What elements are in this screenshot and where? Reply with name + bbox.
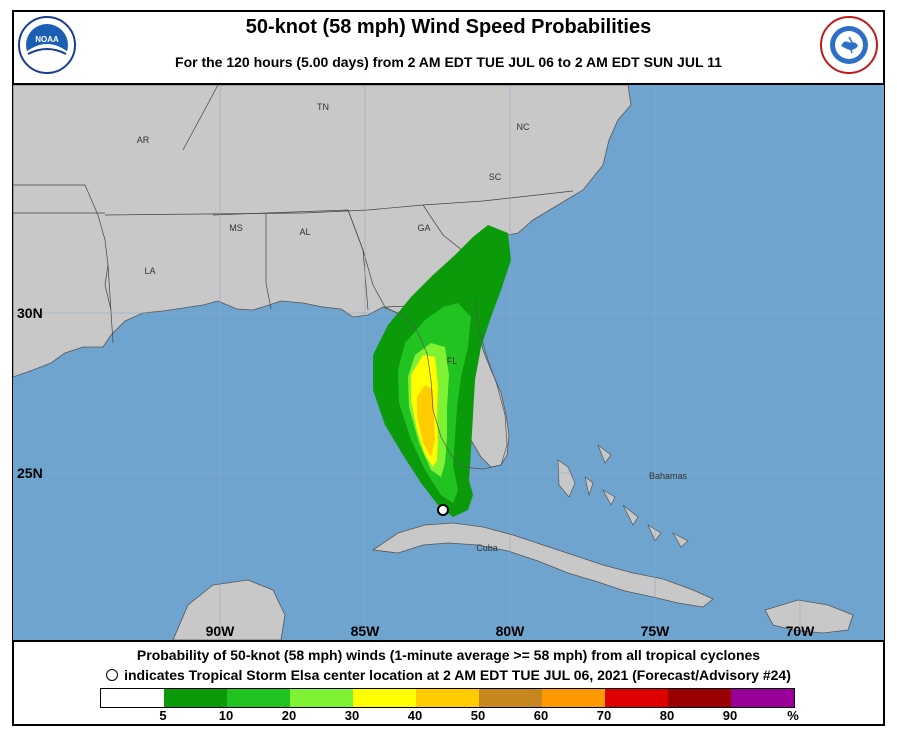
color-legend	[100, 688, 795, 708]
caption-line-2-text: indicates Tropical Storm Elsa center loc…	[124, 667, 791, 683]
state-label-tn: TN	[317, 102, 329, 112]
state-label-ms: MS	[229, 223, 243, 233]
lon-label-70w: 70W	[786, 623, 816, 639]
hispaniola	[764, 599, 854, 634]
graticule-labels: 30N 25N 90W 85W 80W 75W 70W	[17, 305, 815, 639]
noaa-logo: NOAA	[18, 16, 76, 74]
region-label-bahamas: Bahamas	[649, 471, 688, 481]
legend-tick-label: 20	[281, 708, 297, 723]
lon-label-80w: 80W	[496, 623, 526, 639]
legend-swatch	[227, 689, 290, 707]
legend-tick-label: 40	[407, 708, 423, 723]
legend-tick-label: 90	[722, 708, 738, 723]
legend-tick-label: 30	[344, 708, 360, 723]
yucatan	[172, 579, 286, 640]
caption-line-2: indicates Tropical Storm Elsa center loc…	[0, 667, 897, 683]
legend-swatch	[668, 689, 731, 707]
legend-tick-label: 50	[470, 708, 486, 723]
legend-tick-label: 70	[596, 708, 612, 723]
storm-marker-legend-icon	[106, 669, 119, 681]
storm-center-marker	[437, 504, 449, 516]
page-subtitle: For the 120 hours (5.00 days) from 2 AM …	[175, 54, 722, 70]
legend-tick-label: 60	[533, 708, 549, 723]
legend-tick-label: 10	[218, 708, 234, 723]
caption-line-1: Probability of 50-knot (58 mph) winds (1…	[136, 647, 761, 663]
state-label-al: AL	[299, 227, 310, 237]
state-label-fl: FL	[447, 356, 458, 366]
state-borders	[13, 85, 574, 344]
legend-swatch	[479, 689, 542, 707]
lat-label-25n: 25N	[17, 465, 43, 481]
page-title: 50-knot (58 mph) Wind Speed Probabilitie…	[245, 16, 652, 38]
legend-tick-label: 80	[659, 708, 675, 723]
state-label-ga: GA	[417, 223, 430, 233]
florida-coastline	[384, 299, 508, 470]
state-label-group: AR TN NC SC MS AL GA LA FL Bahamas Cuba	[137, 102, 688, 553]
legend-swatch	[416, 689, 479, 707]
map-svg: AR TN NC SC MS AL GA LA FL Bahamas Cuba …	[13, 85, 884, 640]
state-label-sc: SC	[489, 172, 502, 182]
legend-swatch	[542, 689, 605, 707]
lat-label-30n: 30N	[17, 305, 43, 321]
state-label-la: LA	[144, 266, 155, 276]
legend-tick-label: %	[787, 708, 799, 723]
nws-logo	[820, 16, 878, 74]
lon-label-90w: 90W	[206, 623, 236, 639]
cuba	[371, 522, 714, 608]
map-panel: AR TN NC SC MS AL GA LA FL Bahamas Cuba …	[13, 83, 884, 642]
state-label-nc: NC	[517, 122, 530, 132]
legend-swatch	[731, 689, 794, 707]
grid-lines	[13, 85, 884, 640]
svg-text:NOAA: NOAA	[35, 35, 59, 44]
bahamas-islands	[557, 443, 689, 548]
region-label-cuba: Cuba	[476, 543, 498, 553]
legend-swatch	[101, 689, 164, 707]
legend-ticks: 5 10 20 30 40 50 60 70 80 90%	[100, 708, 800, 724]
legend-swatch	[353, 689, 416, 707]
lon-label-85w: 85W	[351, 623, 381, 639]
lon-label-75w: 75W	[641, 623, 671, 639]
prob-swath-40	[417, 385, 435, 457]
legend-swatch	[290, 689, 353, 707]
state-label-ar: AR	[137, 135, 150, 145]
legend-swatch	[164, 689, 227, 707]
legend-swatch	[605, 689, 668, 707]
legend-tick-label: 5	[159, 708, 167, 723]
